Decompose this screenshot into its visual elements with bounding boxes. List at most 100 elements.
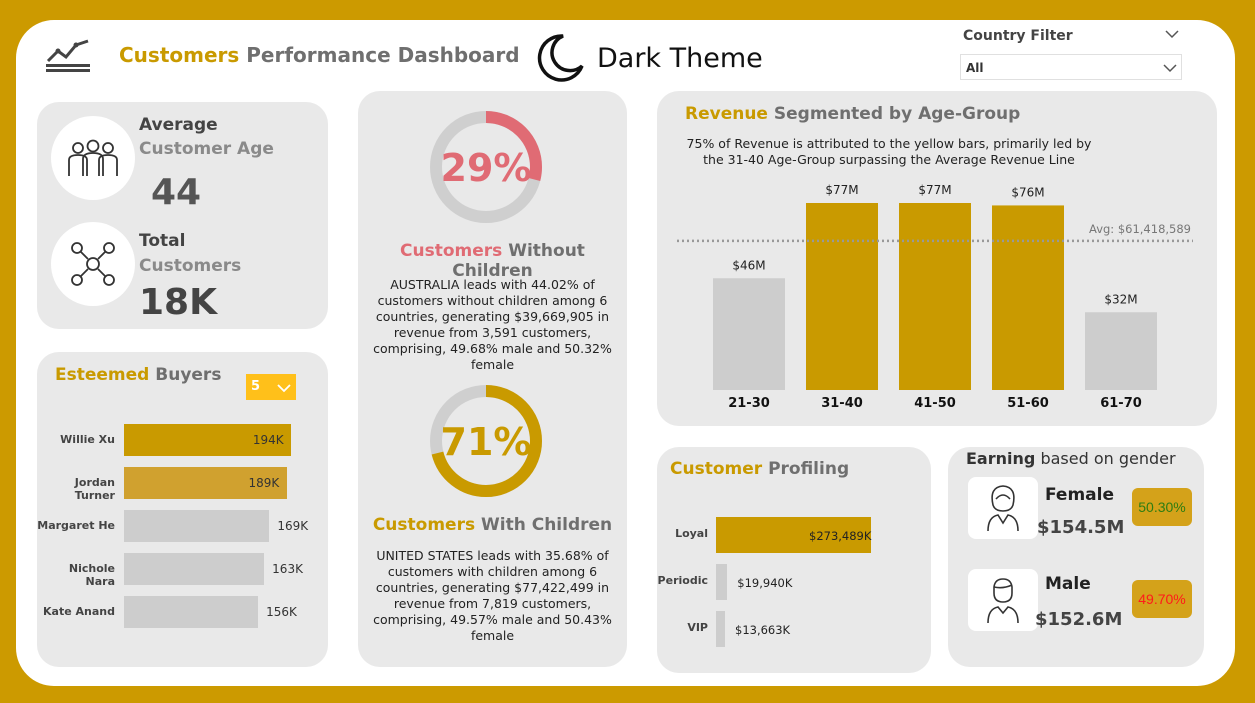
profile-bar[interactable] bbox=[716, 517, 871, 553]
gender-title: Earning based on gender bbox=[966, 449, 1176, 468]
revenue-bar bbox=[713, 278, 785, 390]
buyer-bar[interactable] bbox=[124, 510, 270, 542]
country-filter-label: Country Filter bbox=[963, 28, 1073, 44]
female-revenue: $154.5M bbox=[1037, 517, 1125, 538]
country-filter-dropdown[interactable]: All bbox=[960, 54, 1182, 80]
buyer-value-label: 156K bbox=[266, 605, 297, 619]
revenue-title-rest: Segmented by Age-Group bbox=[773, 104, 1021, 124]
page-title: Customers Performance Dashboard bbox=[119, 43, 520, 67]
revenue-data-label: $46M bbox=[732, 258, 765, 272]
revenue-bar-chart: $46M 21-30 $77M 31-40 $77M 41-50 $76M 51-60 $32M… bbox=[677, 183, 1193, 411]
avg-age-title: Average bbox=[139, 115, 218, 135]
with-children-donut bbox=[430, 385, 542, 497]
female-icon bbox=[968, 477, 1038, 539]
male-revenue: $152.6M bbox=[1035, 609, 1123, 630]
profile-name: Periodic bbox=[657, 574, 708, 587]
profile-value-label: $13,663K bbox=[735, 623, 791, 637]
profile-value-label: $19,940K bbox=[737, 576, 793, 590]
gender-card: Earning based on gender Female $154.5M 5… bbox=[948, 447, 1204, 667]
buyer-row[interactable]: Willie Xu 194K bbox=[37, 422, 328, 456]
total-customers-value: 18K bbox=[139, 282, 217, 323]
revenue-category-label: 51-60 bbox=[1007, 396, 1049, 411]
profile-row[interactable]: Loyal $273,489K bbox=[657, 515, 931, 553]
without-children-donut bbox=[430, 111, 542, 223]
buyer-value-label: 189K bbox=[248, 476, 280, 490]
buyer-value-label: 194K bbox=[252, 433, 284, 447]
profile-bar[interactable] bbox=[716, 564, 728, 600]
esteemed-buyers-card: Esteemed Buyers 5 Willie Xu 194K Jordan Tu… bbox=[37, 352, 328, 667]
profiling-title: Customer Profiling bbox=[670, 459, 849, 479]
theme-toggle-button[interactable]: Dark Theme bbox=[535, 33, 763, 83]
esteemed-title-rest: Buyers bbox=[155, 365, 222, 385]
revenue-data-label: $76M bbox=[1011, 185, 1044, 199]
buyer-name: Margaret He bbox=[37, 519, 115, 532]
profile-bar[interactable] bbox=[716, 611, 725, 647]
without-children-percent: 29% bbox=[440, 146, 532, 190]
with-children-title-rest: With Children bbox=[481, 515, 613, 535]
kpi-card: Average Customer Age 44 Total Customers … bbox=[37, 102, 328, 329]
chevron-down-icon bbox=[277, 384, 291, 393]
moon-icon bbox=[537, 34, 584, 82]
revenue-bar bbox=[806, 203, 878, 390]
chevron-down-icon bbox=[1163, 64, 1177, 73]
with-children-percent: 71% bbox=[440, 420, 532, 464]
buyer-row[interactable]: Kate Anand 156K bbox=[37, 594, 328, 628]
revenue-bar bbox=[899, 203, 971, 390]
profiling-bar-chart: Loyal $273,489K Periodic $19,940K VIP $13,663… bbox=[657, 515, 931, 665]
female-label: Female bbox=[1045, 485, 1114, 505]
chart-trend-icon bbox=[46, 39, 90, 72]
buyer-bar[interactable] bbox=[124, 596, 259, 628]
country-filter-value: All bbox=[966, 61, 984, 75]
buyer-bar[interactable] bbox=[124, 424, 291, 456]
revenue-category-label: 61-70 bbox=[1100, 396, 1142, 411]
buyer-name: Jordan Turner bbox=[74, 476, 115, 502]
buyer-bar[interactable] bbox=[124, 467, 287, 499]
buyers-bar-chart: Willie Xu 194K Jordan Turner 189K Margaret H… bbox=[37, 422, 328, 642]
top-n-dropdown[interactable]: 5 bbox=[246, 374, 296, 400]
buyer-row[interactable]: Jordan Turner 189K bbox=[37, 465, 328, 502]
people-group-icon bbox=[51, 116, 135, 200]
revenue-category-label: 31-40 bbox=[821, 396, 863, 411]
revenue-bar bbox=[1085, 312, 1157, 390]
profiling-card: Customer Profiling Loyal $273,489K Periodi… bbox=[657, 447, 931, 673]
without-children-description: AUSTRALIA leads with 44.02% of customers… bbox=[373, 277, 612, 372]
buyer-value-label: 169K bbox=[277, 519, 309, 533]
revenue-category-label: 41-50 bbox=[914, 396, 956, 411]
children-card: 29% Customers Without Children AUSTRALIA… bbox=[358, 91, 627, 667]
profile-row[interactable]: VIP $13,663K bbox=[657, 609, 931, 647]
revenue-bar bbox=[992, 205, 1064, 390]
avg-age-subtitle: Customer Age bbox=[139, 139, 274, 159]
revenue-card: Revenue Segmented by Age-Group 75% of Re… bbox=[657, 91, 1217, 426]
male-label: Male bbox=[1045, 574, 1091, 594]
average-revenue-label: Avg: $61,418,589 bbox=[1089, 222, 1191, 236]
gender-title-bold: Earning bbox=[966, 449, 1036, 468]
network-people-icon bbox=[51, 222, 135, 306]
page-title-rest: Performance Dashboard bbox=[246, 43, 520, 67]
revenue-title-highlight: Revenue bbox=[685, 104, 768, 124]
without-children-title-highlight: Customers bbox=[400, 241, 503, 261]
revenue-data-label: $77M bbox=[918, 183, 951, 197]
buyer-name: Willie Xu bbox=[60, 433, 115, 446]
revenue-data-label: $32M bbox=[1104, 292, 1137, 306]
buyer-row[interactable]: Margaret He 169K bbox=[37, 508, 328, 542]
profile-name: Loyal bbox=[675, 527, 708, 540]
with-children-description: UNITED STATES leads with 35.68% of custo… bbox=[373, 548, 612, 643]
buyer-value-label: 163K bbox=[272, 562, 303, 576]
buyer-row[interactable]: Nichole Nara 163K bbox=[37, 551, 328, 588]
with-children-title: Customers With Children bbox=[358, 515, 627, 535]
without-children-title: Customers Without Children bbox=[358, 241, 627, 281]
profile-row[interactable]: Periodic $19,940K bbox=[657, 562, 931, 600]
with-children-title-highlight: Customers bbox=[372, 515, 476, 535]
chevron-down-icon[interactable] bbox=[1165, 29, 1179, 39]
theme-label: Dark Theme bbox=[597, 42, 763, 74]
profiling-title-highlight: Customer bbox=[670, 459, 763, 479]
top-n-value: 5 bbox=[251, 379, 261, 394]
revenue-category-label: 21-30 bbox=[728, 396, 770, 411]
buyer-bar[interactable] bbox=[124, 553, 265, 585]
buyer-name: Kate Anand bbox=[43, 605, 115, 618]
without-children-title-rest: Without Children bbox=[452, 241, 585, 281]
revenue-title: Revenue Segmented by Age-Group bbox=[685, 104, 1020, 124]
revenue-data-label: $77M bbox=[825, 183, 858, 197]
profiling-title-rest: Profiling bbox=[768, 459, 850, 479]
page-title-highlight: Customers bbox=[119, 43, 240, 67]
